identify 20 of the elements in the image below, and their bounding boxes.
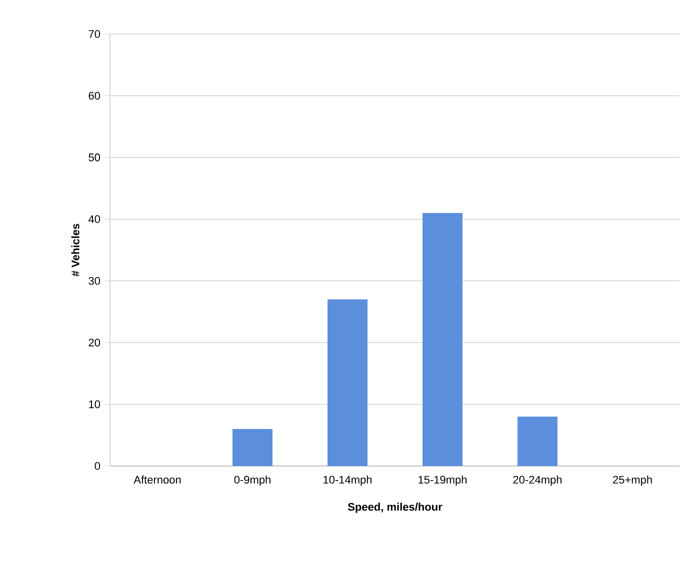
- y-axis-title: # Vehicles: [71, 224, 80, 276]
- bar: [518, 416, 558, 466]
- y-tick-label: 50: [88, 154, 100, 162]
- y-tick-label: 30: [88, 276, 100, 285]
- y-tick-label: 40: [88, 215, 100, 224]
- x-tick-label: 25+mph: [613, 476, 652, 486]
- x-tick-label: 0-9mph: [234, 476, 270, 486]
- x-tick-label: Afternoon: [134, 476, 181, 484]
- bar: [232, 428, 273, 466]
- x-tick-label: 15-19mph: [418, 476, 467, 486]
- y-tick-label: 10: [89, 400, 100, 408]
- y-tick-label: 60: [88, 92, 100, 100]
- x-tick-label: 20-24mph: [513, 476, 562, 486]
- bar: [328, 299, 368, 466]
- x-tick-label: 10-14mph: [324, 476, 372, 486]
- x-axis-title: Speed, miles/hour: [348, 502, 442, 513]
- y-tick-label: 20: [88, 338, 100, 346]
- y-tick-label: 70: [88, 30, 100, 38]
- y-tick-label: 0: [94, 462, 100, 470]
- bar: [422, 212, 463, 466]
